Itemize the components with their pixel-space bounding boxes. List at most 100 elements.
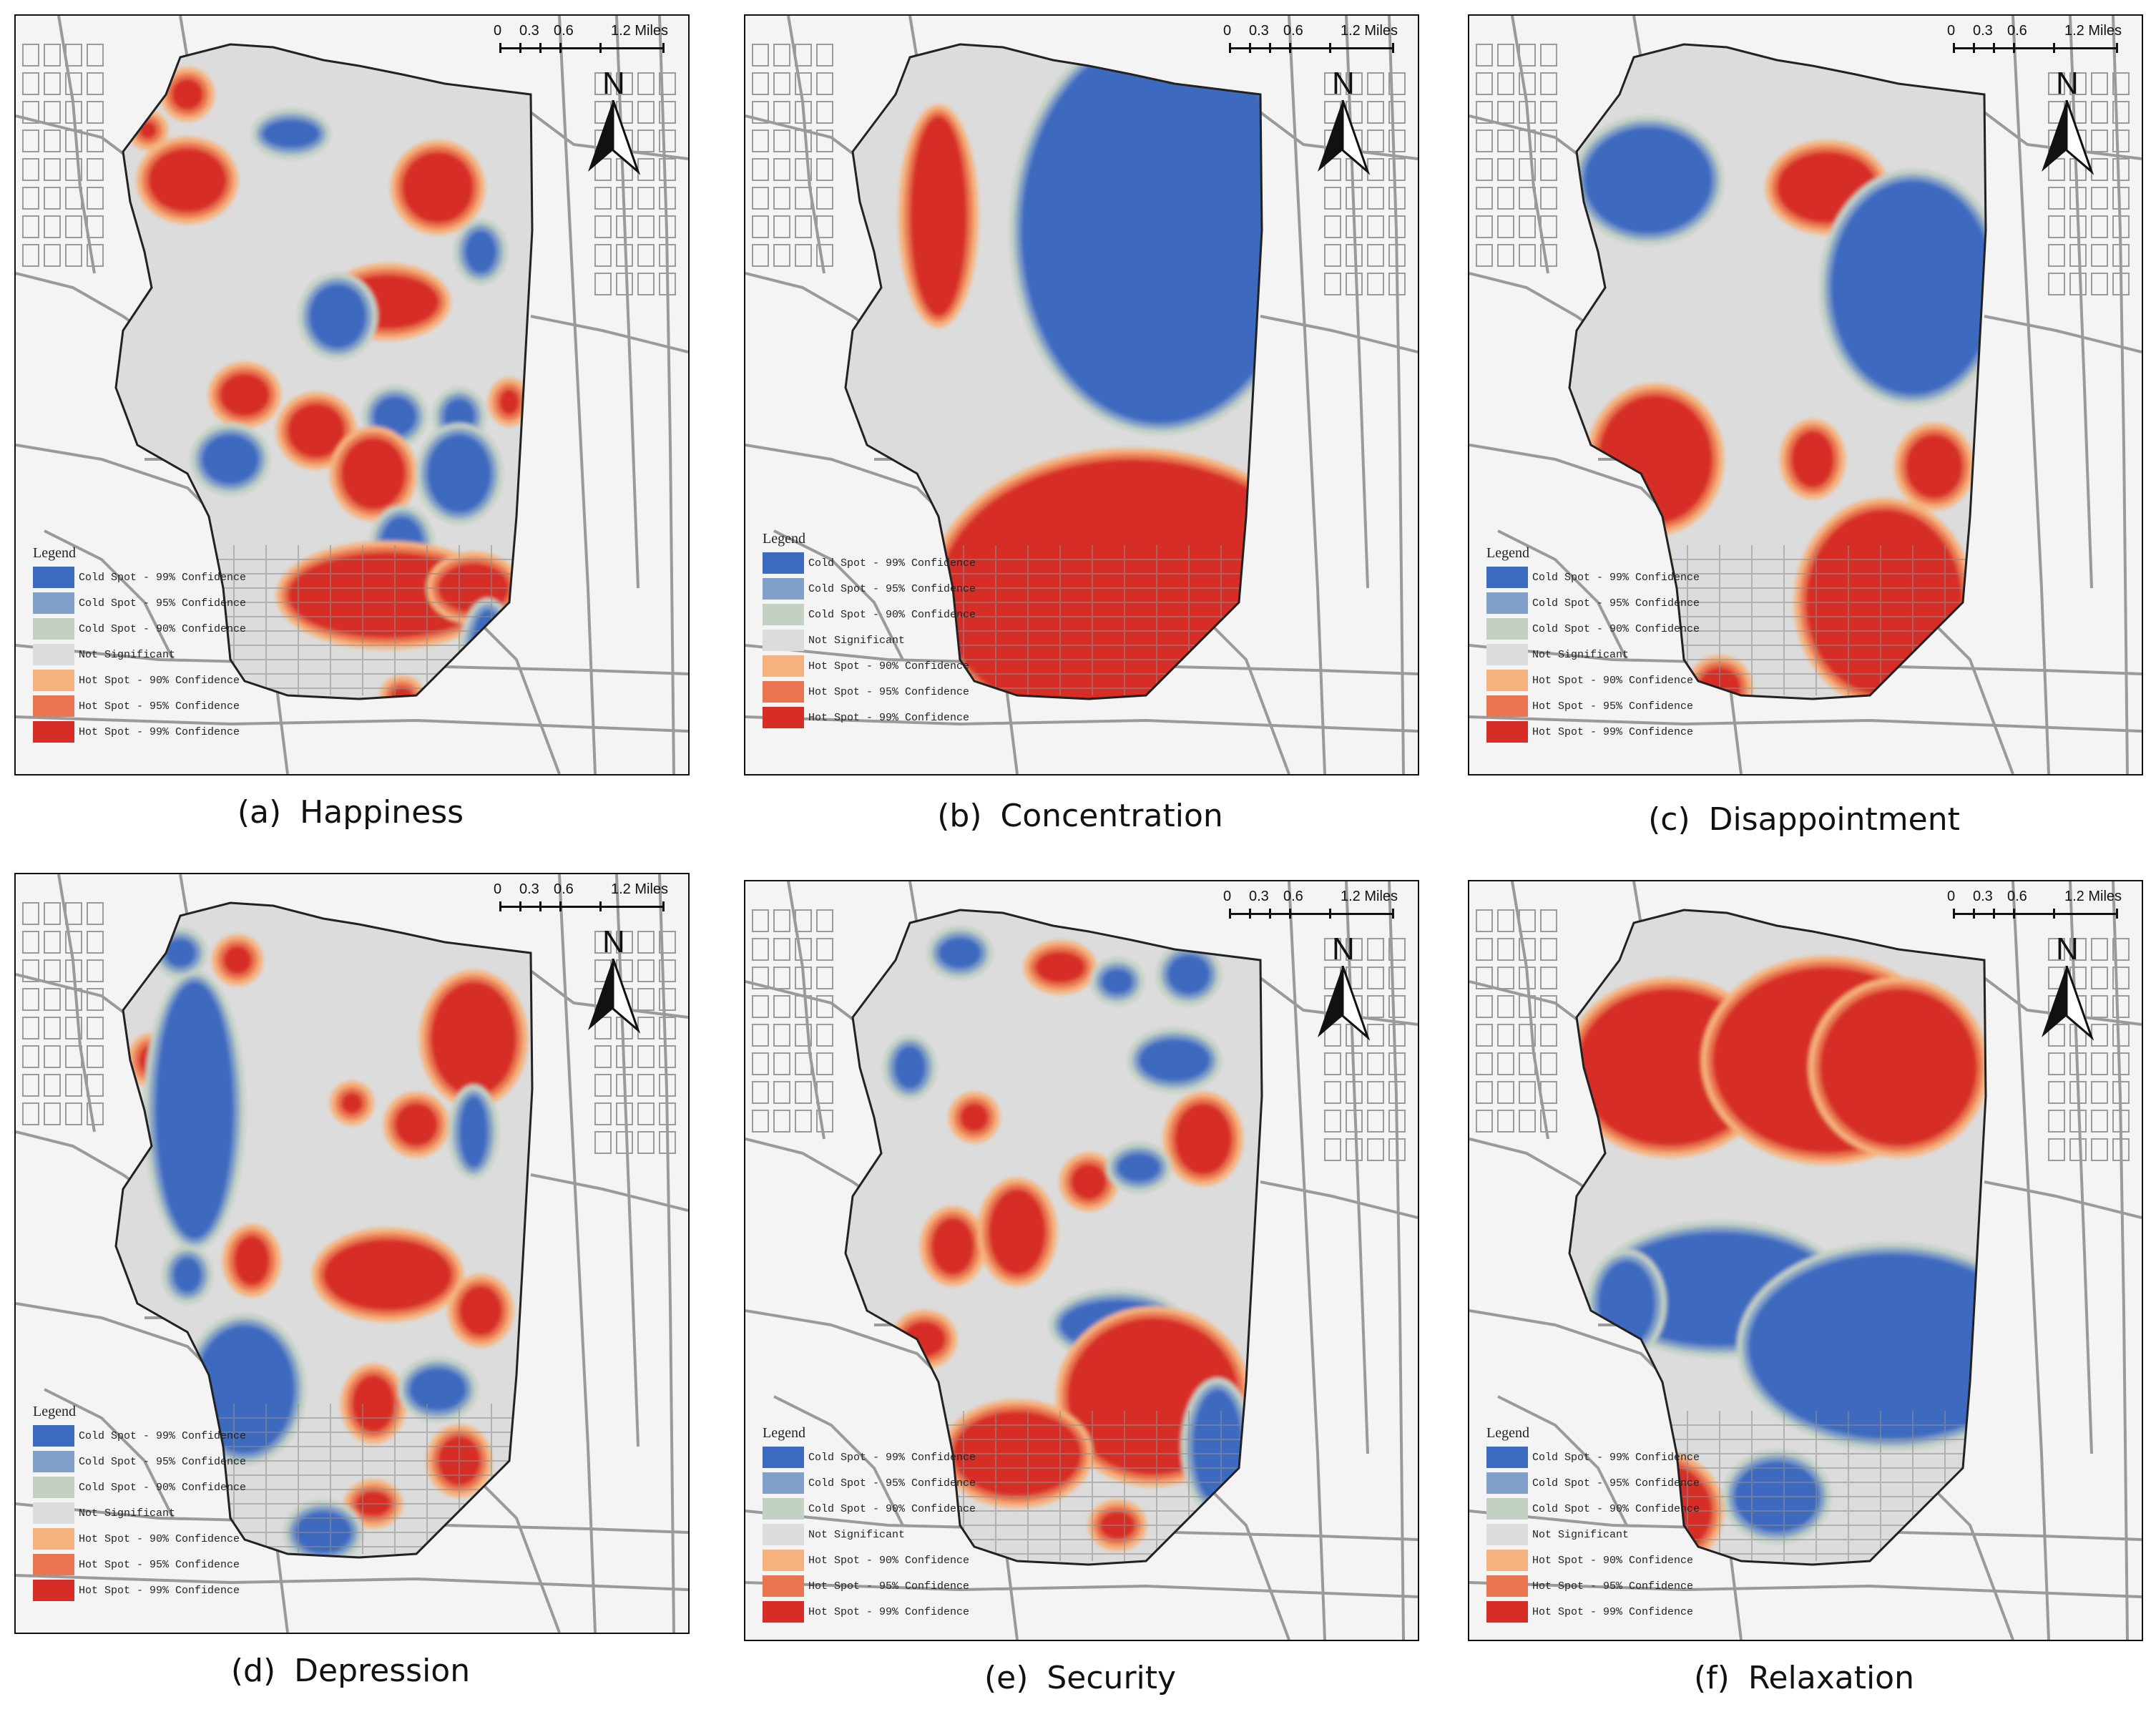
study-area-boundary [844, 43, 1263, 700]
scale-bar: 0 0.3 0.6 1.2 Miles [492, 881, 678, 924]
scale-tick [1329, 43, 1331, 53]
scale-tick-label: 0.3 [1249, 23, 1269, 39]
legend: Legend Cold Spot - 99% Confidence Cold Spo… [763, 1425, 999, 1625]
scale-tick [1953, 909, 1955, 919]
caption-title: Depression [294, 1653, 471, 1689]
north-arrow: N [581, 924, 645, 1034]
scale-tick [1392, 909, 1394, 919]
legend-swatch [33, 1580, 74, 1601]
legend-item: Cold Spot - 99% Confidence [33, 1423, 269, 1449]
legend-swatch [763, 1550, 804, 1571]
legend-label: Cold Spot - 90% Confidence [79, 1481, 247, 1494]
legend-label: Hot Spot - 95% Confidence [79, 1558, 240, 1571]
map-panel-happiness: 0 0.3 0.6 1.2 Miles N Legend Cold Spot - 99% C… [14, 14, 690, 776]
caption-concentration: (b) Concentration [744, 798, 1416, 834]
road [1632, 881, 1642, 925]
hot-spot [383, 1092, 449, 1158]
legend-swatch [763, 655, 804, 677]
legend-label: Cold Spot - 95% Confidence [1532, 597, 1700, 610]
hot-spot [419, 970, 528, 1107]
road [1497, 1395, 1628, 1526]
legend-item: Hot Spot - 99% Confidence [1486, 1599, 1723, 1625]
map-panel-depression: 0 0.3 0.6 1.2 Miles N Legend Cold Spot - 99% C… [14, 873, 690, 1634]
hot-spot [1808, 977, 1986, 1158]
caption-letter: (b) [937, 798, 982, 834]
scale-tick [2053, 43, 2055, 53]
hotspot-layer [127, 927, 528, 1557]
legend: Legend Cold Spot - 99% Confidence Cold Spo… [763, 531, 999, 730]
legend-item: Not Significant [763, 627, 999, 653]
scale-bar: 0 0.3 0.6 1.2 Miles [1222, 23, 1408, 66]
caption-letter: (c) [1648, 801, 1690, 838]
cold-spot [1090, 957, 1145, 1006]
map-canvas [1469, 16, 2142, 774]
legend-title: Legend [1486, 1425, 1529, 1441]
legend-swatch [1486, 644, 1528, 665]
legend-label: Hot Spot - 95% Confidence [79, 700, 240, 713]
legend-swatch [1486, 592, 1528, 614]
scale-tick [1229, 909, 1231, 919]
legend-swatch [1486, 1550, 1528, 1571]
legend-item: Hot Spot - 99% Confidence [763, 1599, 999, 1625]
cold-spot [1572, 115, 1724, 245]
legend-item: Hot Spot - 90% Confidence [1486, 1547, 1723, 1573]
scale-tick [519, 901, 521, 911]
scale-tick [2116, 43, 2118, 53]
legend-swatch [33, 1528, 74, 1550]
map-canvas [745, 881, 1418, 1640]
scale-end-label: 1.2 Miles [1341, 889, 1398, 904]
road [908, 881, 918, 925]
hot-spot [488, 378, 531, 426]
legend-swatch [1486, 1575, 1528, 1597]
map-panel-relaxation: 0 0.3 0.6 1.2 Miles N Legend Cold Spot - 99% C… [1468, 880, 2143, 1641]
scale-tick-label: 0.6 [554, 881, 574, 897]
road [1260, 1180, 1418, 1219]
hot-spot [222, 1224, 281, 1297]
legend-label: Cold Spot - 90% Confidence [1532, 1502, 1700, 1515]
road [773, 529, 904, 660]
legend-label: Not Significant [1532, 1528, 1630, 1541]
legend-label: Cold Spot - 99% Confidence [808, 1451, 976, 1464]
caption-disappointment: (c) Disappointment [1468, 801, 2140, 838]
road [1469, 715, 2142, 733]
hot-spot [212, 934, 263, 986]
legend-swatch [763, 681, 804, 703]
legend-swatch [763, 1575, 804, 1597]
study-area-boundary [114, 43, 534, 700]
legend-item: Hot Spot - 95% Confidence [1486, 1573, 1723, 1599]
legend-label: Hot Spot - 99% Confidence [1532, 1605, 1694, 1618]
road [179, 16, 189, 59]
legend-item: Hot Spot - 99% Confidence [763, 705, 999, 730]
cold-spot [398, 1356, 478, 1422]
legend-title: Legend [33, 545, 76, 561]
hot-spot [448, 1274, 514, 1347]
legend-label: Not Significant [79, 648, 176, 661]
legend-swatch [33, 1425, 74, 1447]
road [1969, 100, 2142, 160]
hot-spot [1894, 423, 1974, 510]
legend-title: Legend [1486, 545, 1529, 561]
scale-tick-label: 0 [1223, 889, 1232, 904]
hot-spot [160, 67, 215, 122]
north-arrow-icon [2042, 100, 2094, 175]
legend-item: Cold Spot - 95% Confidence [1486, 1470, 1723, 1496]
legend-swatch [763, 552, 804, 574]
road [16, 715, 688, 733]
legend-item: Cold Spot - 95% Confidence [33, 1449, 269, 1474]
legend-item: Cold Spot - 99% Confidence [763, 550, 999, 576]
legend-label: Cold Spot - 99% Confidence [1532, 571, 1700, 584]
caption-letter: (a) [237, 794, 282, 831]
legend-item: Cold Spot - 90% Confidence [763, 1496, 999, 1522]
hot-spot [977, 1178, 1057, 1286]
road [16, 1574, 688, 1591]
caption-letter: (d) [230, 1653, 276, 1689]
cold-spot [416, 423, 503, 524]
legend-swatch [763, 1524, 804, 1545]
scale-tick-label: 0.6 [1283, 889, 1303, 904]
scale-bar: 0 0.3 0.6 1.2 Miles [1946, 889, 2132, 931]
legend-item: Cold Spot - 90% Confidence [1486, 1496, 1723, 1522]
map-canvas [16, 16, 688, 774]
cold-spot [1587, 1249, 1667, 1358]
scale-line [1953, 47, 2117, 49]
legend-label: Hot Spot - 90% Confidence [1532, 674, 1694, 687]
